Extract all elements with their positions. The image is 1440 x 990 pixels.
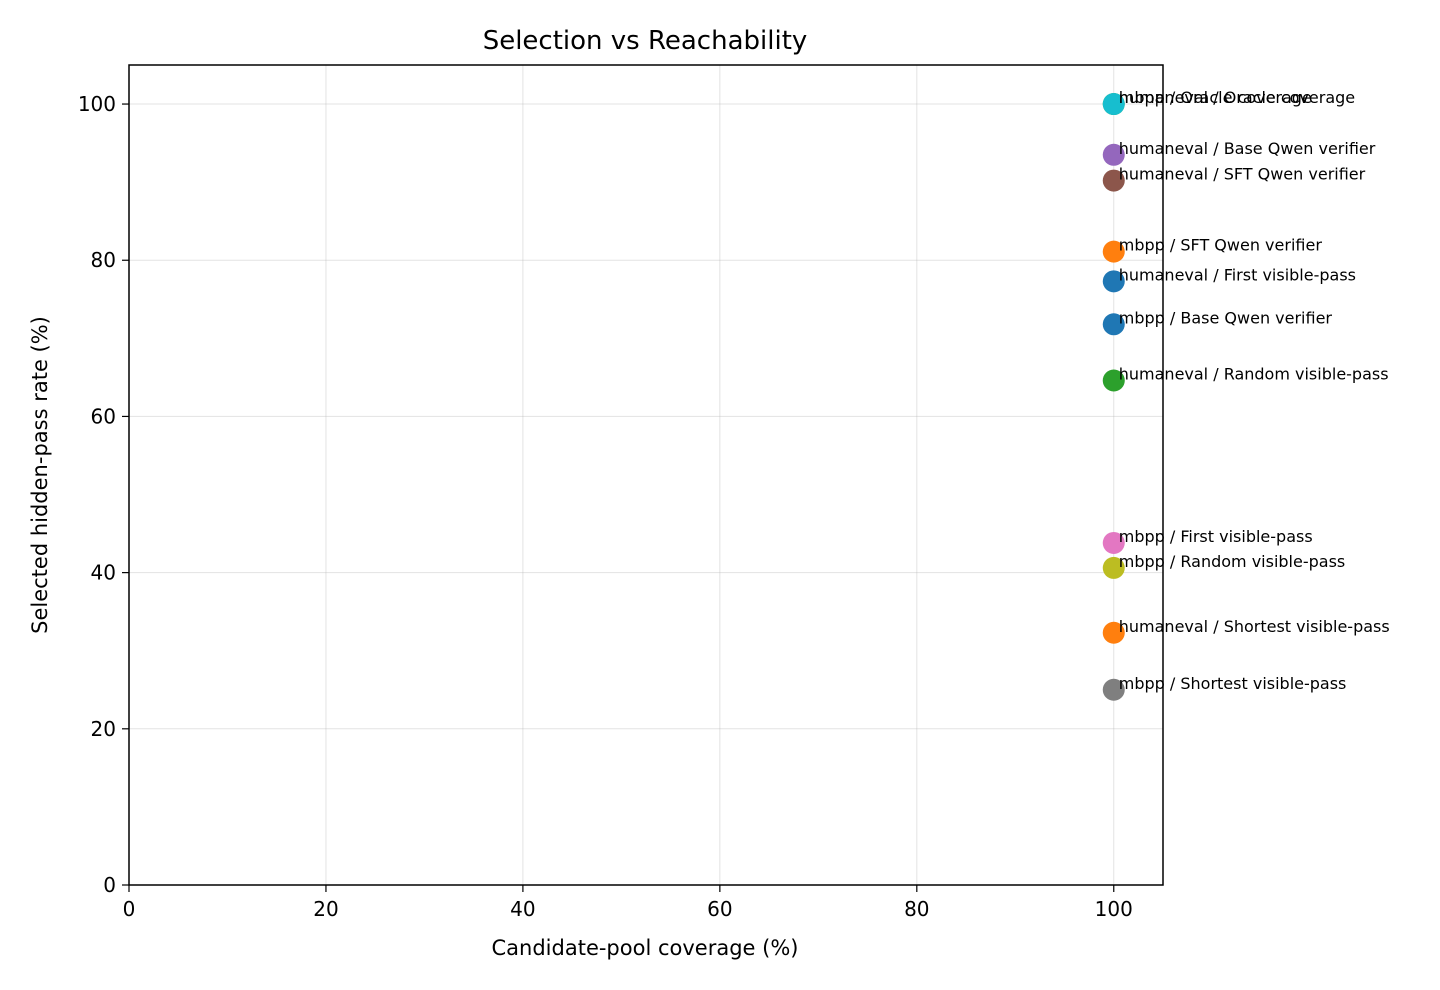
x-axis: 0 20 40 60 80 100 <box>123 885 1133 921</box>
point-label: mbpp / Base Qwen verifier <box>1119 308 1333 327</box>
y-tick-label: 40 <box>91 561 116 585</box>
data-point <box>1102 531 1125 554</box>
point-label: mbpp / Random visible-pass <box>1119 552 1346 571</box>
y-tick-label: 20 <box>91 717 116 741</box>
data-point <box>1102 313 1125 336</box>
point-label: humaneval / Random visible-pass <box>1119 365 1389 384</box>
y-tick-label: 80 <box>91 248 116 272</box>
x-tick-label: 40 <box>510 897 535 921</box>
x-tick-label: 0 <box>123 897 136 921</box>
plot-frame <box>128 64 1164 886</box>
point-label: humaneval / Shortest visible-pass <box>1119 617 1390 636</box>
point-label: humaneval / Oracle coverage <box>1119 88 1355 107</box>
data-point <box>1102 556 1125 579</box>
y-tick-label: 0 <box>103 873 116 897</box>
point-label: humaneval / Base Qwen verifier <box>1119 139 1376 158</box>
point-label: humaneval / First visible-pass <box>1119 265 1356 284</box>
x-tick-label: 60 <box>707 897 732 921</box>
data-points <box>1102 93 1125 701</box>
grid <box>128 65 1163 886</box>
data-point <box>1102 143 1125 166</box>
data-point <box>1102 240 1125 263</box>
point-label: mbpp / SFT Qwen verifier <box>1119 236 1323 255</box>
data-point <box>1102 270 1125 293</box>
y-tick-label: 100 <box>78 92 116 116</box>
y-axis-title: Selected hidden-pass rate (%) <box>28 316 52 634</box>
point-label: humaneval / SFT Qwen verifier <box>1119 165 1366 184</box>
point-label: mbpp / Shortest visible-pass <box>1119 674 1347 693</box>
point-label: mbpp / Oracle coverage <box>1119 88 1312 107</box>
x-tick-label: 20 <box>313 897 338 921</box>
y-axis: 0 20 40 60 80 100 <box>78 92 129 897</box>
point-label: mbpp / First visible-pass <box>1119 527 1313 546</box>
data-point <box>1102 678 1125 701</box>
x-tick-label: 80 <box>904 897 929 921</box>
data-point <box>1102 621 1125 644</box>
x-tick-label: 100 <box>1095 897 1133 921</box>
chart-title: Selection vs Reachability <box>483 26 808 56</box>
data-point <box>1102 169 1125 192</box>
data-point <box>1102 369 1125 392</box>
y-tick-label: 60 <box>91 404 116 428</box>
x-axis-title: Candidate-pool coverage (%) <box>492 936 799 960</box>
data-point <box>1102 93 1125 116</box>
